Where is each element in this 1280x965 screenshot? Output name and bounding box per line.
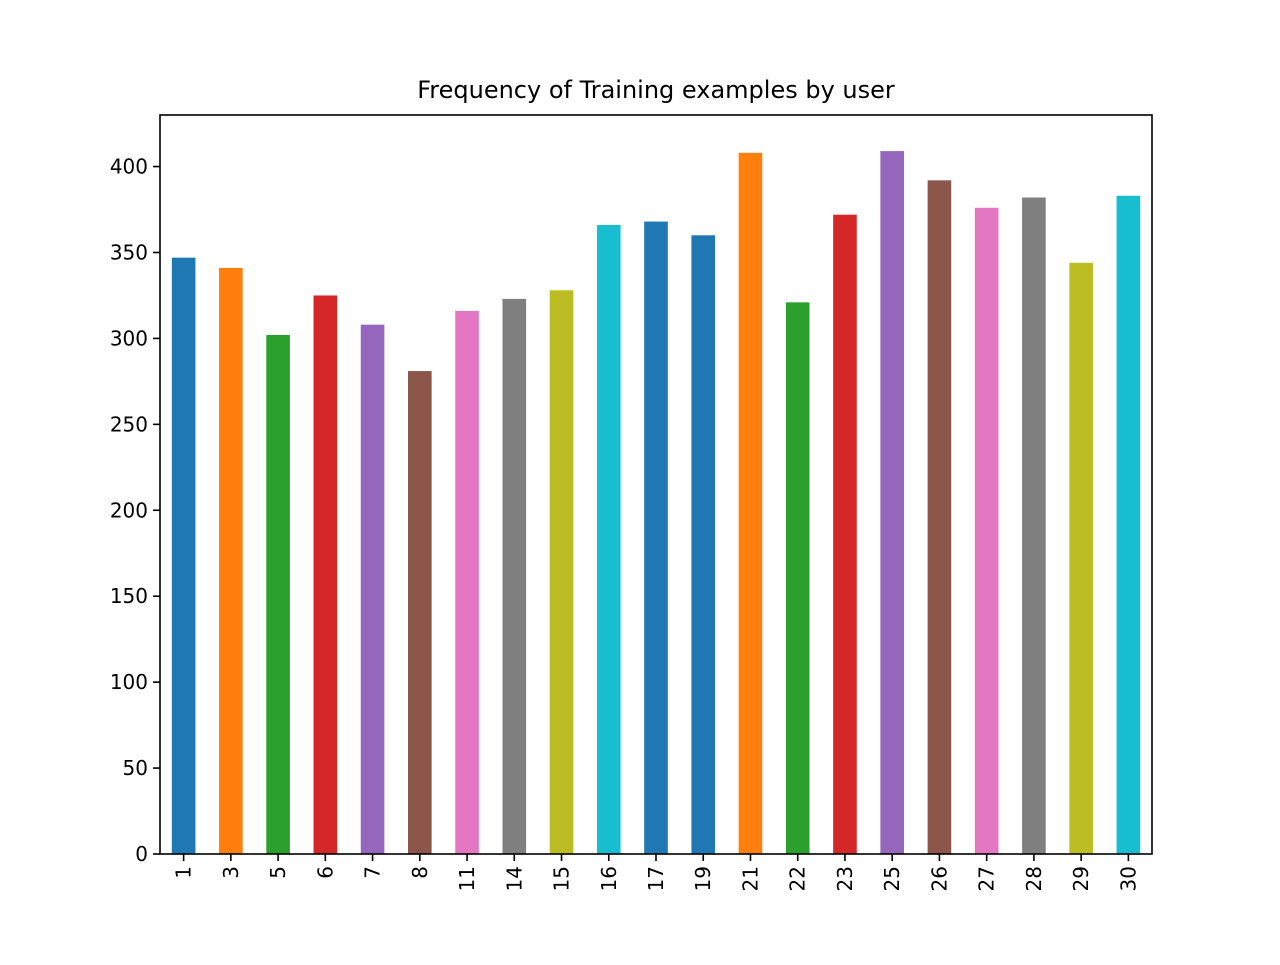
x-tick-label: 5 <box>266 866 290 879</box>
bar-user-3 <box>219 267 243 854</box>
x-tick-label: 25 <box>880 866 904 891</box>
x-tick-label: 1 <box>172 866 196 879</box>
bar-user-23 <box>833 214 857 854</box>
x-tick-label: 27 <box>975 866 999 891</box>
y-tick-label: 150 <box>110 584 148 608</box>
bar-user-27 <box>974 207 999 854</box>
chart-title: Frequency of Training examples by user <box>417 76 895 104</box>
y-tick-label: 300 <box>110 326 148 350</box>
x-tick-label: 21 <box>738 866 762 891</box>
bars-group <box>171 151 1141 855</box>
x-tick-label: 15 <box>550 866 574 891</box>
bar-user-22 <box>785 302 810 855</box>
x-axis: 1 3 5 6 7 8 11 14 15 16 17 19 21 22 23 25 26 27 28 29 30 <box>172 854 1140 891</box>
x-tick-label: 26 <box>927 866 951 891</box>
y-tick-label: 0 <box>135 842 148 866</box>
x-tick-label: 17 <box>644 866 668 891</box>
x-tick-label: 8 <box>408 866 432 879</box>
x-tick-label: 19 <box>691 866 715 891</box>
x-tick-label: 23 <box>833 866 857 891</box>
bar-user-15 <box>549 290 574 854</box>
y-tick-label: 200 <box>110 498 148 522</box>
y-tick-label: 100 <box>110 670 148 694</box>
bar-user-28 <box>1022 197 1046 854</box>
bar-user-26 <box>927 180 952 854</box>
x-tick-label: 16 <box>597 866 621 891</box>
x-tick-label: 7 <box>361 866 385 879</box>
bar-user-25 <box>880 151 904 854</box>
bar-user-30 <box>1116 195 1141 854</box>
bar-user-19 <box>691 235 716 855</box>
bar-user-17 <box>644 221 668 855</box>
bar-user-8 <box>408 371 432 854</box>
bar-user-7 <box>360 324 385 854</box>
bar-user-11 <box>455 310 479 855</box>
y-tick-label: 50 <box>123 756 148 780</box>
x-tick-label: 6 <box>313 866 337 879</box>
bar-user-1 <box>171 257 196 855</box>
y-tick-label: 400 <box>110 155 148 179</box>
bar-user-5 <box>266 334 290 854</box>
x-tick-label: 14 <box>502 866 526 891</box>
x-tick-label: 22 <box>786 866 810 891</box>
x-tick-label: 30 <box>1116 866 1140 891</box>
y-axis: 0 50 100 150 200 250 300 350 400 <box>110 155 160 866</box>
bar-user-16 <box>596 224 621 854</box>
x-tick-label: 29 <box>1069 866 1093 891</box>
x-tick-label: 3 <box>219 866 243 879</box>
plot-frame <box>159 114 1153 855</box>
bar-user-21 <box>738 152 763 854</box>
y-tick-label: 350 <box>110 240 148 264</box>
x-tick-label: 11 <box>455 866 479 891</box>
y-tick-label: 250 <box>110 412 148 436</box>
bar-user-6 <box>313 295 338 854</box>
bar-user-29 <box>1069 262 1093 854</box>
x-tick-label: 28 <box>1022 866 1046 891</box>
bar-user-14 <box>502 298 527 854</box>
